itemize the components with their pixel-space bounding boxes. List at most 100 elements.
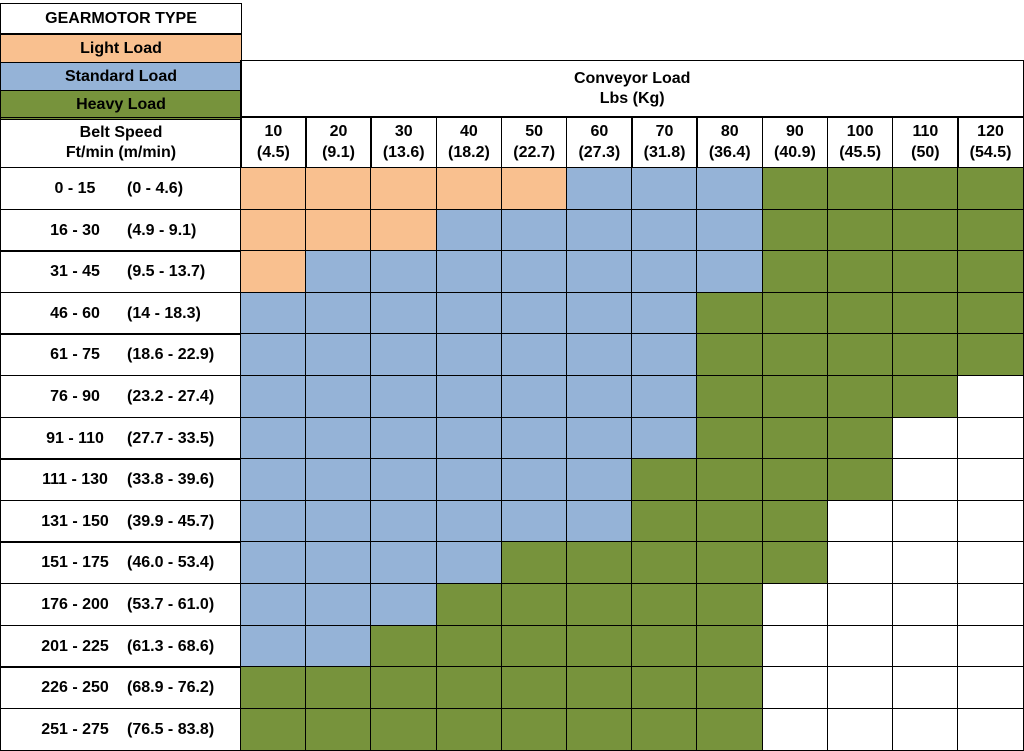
grid-cell-H (761, 541, 829, 585)
legend-item-label: Standard Load (64, 68, 177, 86)
grid-cell-S (435, 416, 503, 460)
grid-cell-S (631, 416, 698, 460)
column-kg: (9.1) (322, 143, 355, 161)
row-speed-m: (0 - 4.6) (127, 179, 184, 197)
row-speed-ft: 251 - 275 (41, 720, 109, 738)
grid-cell-H (696, 333, 764, 377)
grid-cell-H (826, 416, 894, 460)
grid-cell-empty (892, 541, 959, 585)
grid-cell-H (305, 666, 372, 710)
grid-cell-H (500, 541, 568, 585)
grid-cell-S (370, 499, 438, 543)
grid-cell-S (370, 583, 438, 627)
grid-cell-L (240, 208, 307, 252)
row-header: 131 - 150 (39.9 - 45.7) (0, 499, 242, 543)
grid-cell-H (305, 707, 372, 751)
row-header: 226 - 250 (68.9 - 76.2) (0, 666, 242, 710)
grid-cell-H (892, 167, 959, 211)
conveyor-load-header: Conveyor Load Lbs (Kg) (240, 60, 1024, 117)
grid-cell-empty (826, 583, 894, 627)
column-kg: (18.2) (448, 143, 490, 161)
column-lbs: 120 (977, 122, 1004, 140)
grid-cell-S (305, 291, 372, 335)
row-header: 111 - 130 (33.8 - 39.6) (0, 458, 242, 502)
grid-cell-L (240, 250, 307, 294)
grid-cell-H (696, 707, 764, 751)
grid-cell-S (370, 250, 438, 294)
grid-cell-S (566, 333, 633, 377)
grid-cell-H (631, 499, 698, 543)
legend-title-text: GEARMOTOR TYPE (45, 9, 197, 27)
row-header: 16 - 30 (4.9 - 9.1) (0, 208, 242, 252)
row-speed-ft: 226 - 250 (41, 679, 109, 697)
grid-cell-H (892, 291, 959, 335)
grid-cell-empty (761, 666, 829, 710)
row-speed-m: (23.2 - 27.4) (127, 387, 215, 405)
grid-cell-S (566, 416, 633, 460)
grid-cell-empty (957, 666, 1024, 710)
grid-cell-H (435, 707, 503, 751)
row-speed-ft: 111 - 130 (42, 471, 108, 489)
grid-cell-S (370, 416, 438, 460)
row-speed-m: (33.8 - 39.6) (127, 471, 215, 489)
column-lbs: 80 (720, 122, 739, 140)
row-header: 91 - 110 (27.7 - 33.5) (0, 416, 242, 460)
grid-cell-L (305, 208, 372, 252)
grid-cell-empty (761, 583, 829, 627)
row-speed-ft: 151 - 175 (41, 554, 109, 572)
grid-cell-S (696, 208, 764, 252)
grid-cell-S (631, 291, 698, 335)
grid-cell-S (500, 208, 568, 252)
grid-cell-H (631, 541, 698, 585)
grid-cell-H (566, 707, 633, 751)
grid-cell-L (500, 167, 568, 211)
grid-cell-S (370, 333, 438, 377)
grid-cell-empty (892, 707, 959, 751)
grid-cell-H (566, 541, 633, 585)
row-speed-ft: 0 - 15 (54, 179, 96, 197)
grid-cell-H (892, 375, 959, 419)
grid-cell-empty (892, 458, 959, 502)
column-lbs: 40 (460, 122, 478, 140)
grid-cell-H (826, 291, 894, 335)
grid-cell-H (892, 208, 959, 252)
grid-cell-H (500, 583, 568, 627)
grid-cell-H (761, 250, 829, 294)
grid-cell-empty (761, 624, 829, 668)
column-lbs: 70 (655, 122, 674, 140)
grid-cell-H (696, 541, 764, 585)
grid-cell-H (892, 250, 959, 294)
grid-cell-H (761, 375, 829, 419)
grid-cell-empty (826, 499, 894, 543)
grid-cell-H (761, 458, 829, 502)
column-kg: (45.5) (839, 143, 882, 161)
column-header-10: 10 (4.5) (240, 117, 307, 168)
row-speed-m: (76.5 - 83.8) (127, 720, 215, 738)
grid-cell-S (435, 499, 503, 543)
column-kg: (50) (911, 143, 940, 161)
grid-cell-H (500, 707, 568, 751)
grid-cell-empty (957, 458, 1024, 502)
grid-cell-S (566, 167, 633, 211)
row-speed-ft: 76 - 90 (50, 387, 100, 405)
grid-cell-H (370, 666, 438, 710)
grid-cell-empty (826, 707, 894, 751)
column-kg: (36.4) (708, 143, 751, 161)
grid-cell-L (240, 167, 307, 211)
grid-cell-H (957, 291, 1024, 335)
grid-cell-empty (892, 583, 959, 627)
legend-item-S: Standard Load (0, 62, 242, 92)
grid-cell-S (305, 499, 372, 543)
row-header: 61 - 75 (18.6 - 22.9) (0, 333, 242, 377)
row-speed-ft: 46 - 60 (50, 304, 100, 322)
row-speed-ft: 201 - 225 (41, 637, 109, 655)
belt-speed-units: Ft/min (m/min) (65, 143, 177, 161)
grid-cell-S (500, 291, 568, 335)
row-speed-m: (27.7 - 33.5) (127, 429, 215, 447)
grid-cell-S (305, 583, 372, 627)
grid-cell-S (240, 375, 307, 419)
grid-cell-S (566, 458, 633, 502)
grid-cell-S (500, 458, 568, 502)
grid-cell-H (696, 666, 764, 710)
column-lbs: 50 (525, 122, 544, 140)
